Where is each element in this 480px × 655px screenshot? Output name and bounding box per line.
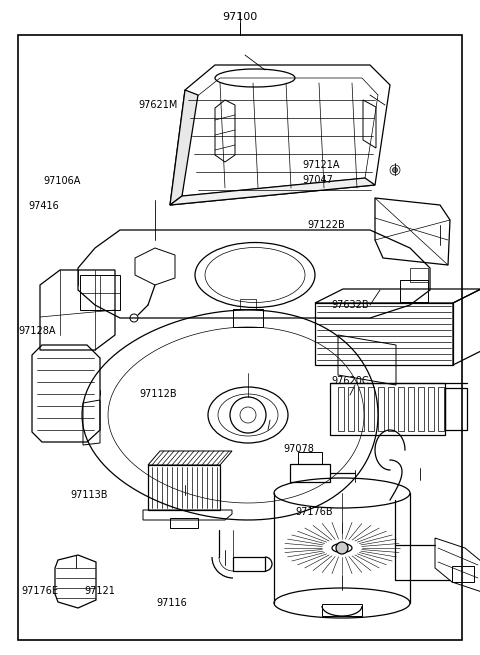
- Text: 97122B: 97122B: [307, 219, 345, 230]
- Bar: [418, 387, 424, 431]
- Text: 97121A: 97121A: [302, 160, 340, 170]
- Bar: [400, 280, 428, 302]
- Text: 97620C: 97620C: [331, 376, 369, 386]
- Circle shape: [336, 542, 348, 554]
- Bar: [348, 387, 354, 431]
- Bar: [410, 268, 428, 282]
- Text: 97100: 97100: [222, 12, 258, 22]
- Bar: [290, 464, 330, 482]
- Bar: [378, 387, 384, 431]
- Bar: [358, 387, 364, 431]
- Bar: [322, 604, 362, 616]
- Text: 97176B: 97176B: [295, 507, 333, 517]
- Polygon shape: [170, 178, 375, 205]
- Bar: [148, 465, 220, 510]
- Text: 97047: 97047: [302, 175, 333, 185]
- Circle shape: [393, 168, 397, 172]
- Bar: [298, 452, 322, 464]
- Bar: [438, 387, 444, 431]
- Bar: [80, 275, 120, 310]
- Text: 97121: 97121: [84, 586, 115, 596]
- Bar: [233, 309, 263, 327]
- Bar: [170, 518, 198, 528]
- Text: 97176E: 97176E: [21, 586, 59, 596]
- Text: 97078: 97078: [283, 443, 314, 454]
- Text: 97113B: 97113B: [70, 490, 108, 500]
- Bar: [315, 303, 453, 365]
- Text: 97106A: 97106A: [43, 176, 81, 186]
- Bar: [452, 566, 474, 582]
- Bar: [398, 387, 404, 431]
- Bar: [330, 383, 445, 435]
- Bar: [428, 387, 434, 431]
- Bar: [233, 557, 265, 571]
- Bar: [368, 387, 374, 431]
- Text: 97116: 97116: [156, 597, 187, 608]
- Polygon shape: [170, 90, 198, 205]
- Bar: [338, 387, 344, 431]
- Bar: [240, 299, 256, 309]
- Text: 97632B: 97632B: [331, 300, 369, 310]
- Bar: [388, 387, 394, 431]
- Text: 97621M: 97621M: [139, 100, 178, 110]
- Bar: [445, 388, 467, 430]
- Text: 97416: 97416: [29, 200, 60, 211]
- Text: 97112B: 97112B: [140, 389, 177, 400]
- Bar: [408, 387, 414, 431]
- Text: 97128A: 97128A: [18, 326, 56, 336]
